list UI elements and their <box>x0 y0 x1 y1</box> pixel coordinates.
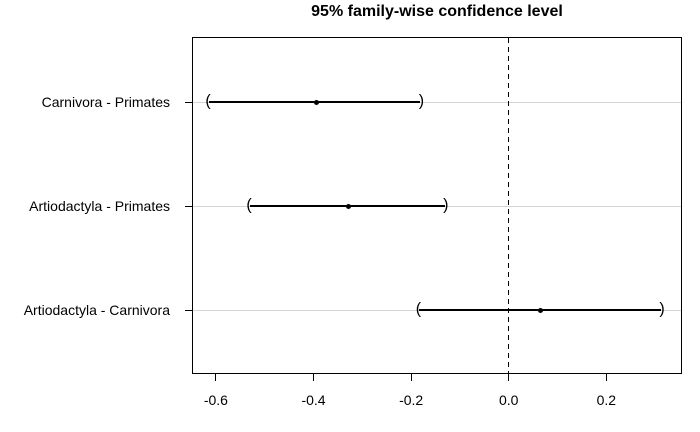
interval-center-dot <box>346 203 352 209</box>
x-tick-label: 0.2 <box>596 392 617 408</box>
row-gridline <box>193 101 681 103</box>
x-axis-tick <box>410 374 412 381</box>
plot-area <box>192 37 682 374</box>
interval-upper-paren: ) <box>659 300 665 318</box>
interval-upper-paren: ) <box>418 92 425 110</box>
x-tick-label: 0.0 <box>499 392 519 408</box>
interval-lower-paren: ( <box>415 300 422 318</box>
interval-upper-paren: ) <box>443 196 449 214</box>
x-axis-tick <box>215 374 217 381</box>
chart-title: 95% family-wise confidence level <box>311 3 563 20</box>
interval-center-dot <box>313 99 319 105</box>
row-label: Carnivora - Primates <box>41 94 170 110</box>
row-label: Artiodactyla - Primates <box>29 198 170 214</box>
x-axis-tick <box>605 374 607 381</box>
zero-reference-line <box>508 38 510 373</box>
x-tick-label: -0.2 <box>399 392 424 408</box>
x-axis-tick <box>508 374 510 381</box>
x-tick-label: -0.4 <box>301 392 326 408</box>
y-axis-tick <box>185 205 192 207</box>
interval-lower-paren: ( <box>246 196 252 214</box>
interval-center-dot <box>538 307 544 313</box>
interval-lower-paren: ( <box>205 92 211 110</box>
row-label: Artiodactyla - Carnivora <box>23 302 170 318</box>
x-axis-tick <box>313 374 315 381</box>
x-tick-label: -0.6 <box>203 392 228 408</box>
y-axis-tick <box>185 101 192 103</box>
y-axis-tick <box>185 309 192 311</box>
